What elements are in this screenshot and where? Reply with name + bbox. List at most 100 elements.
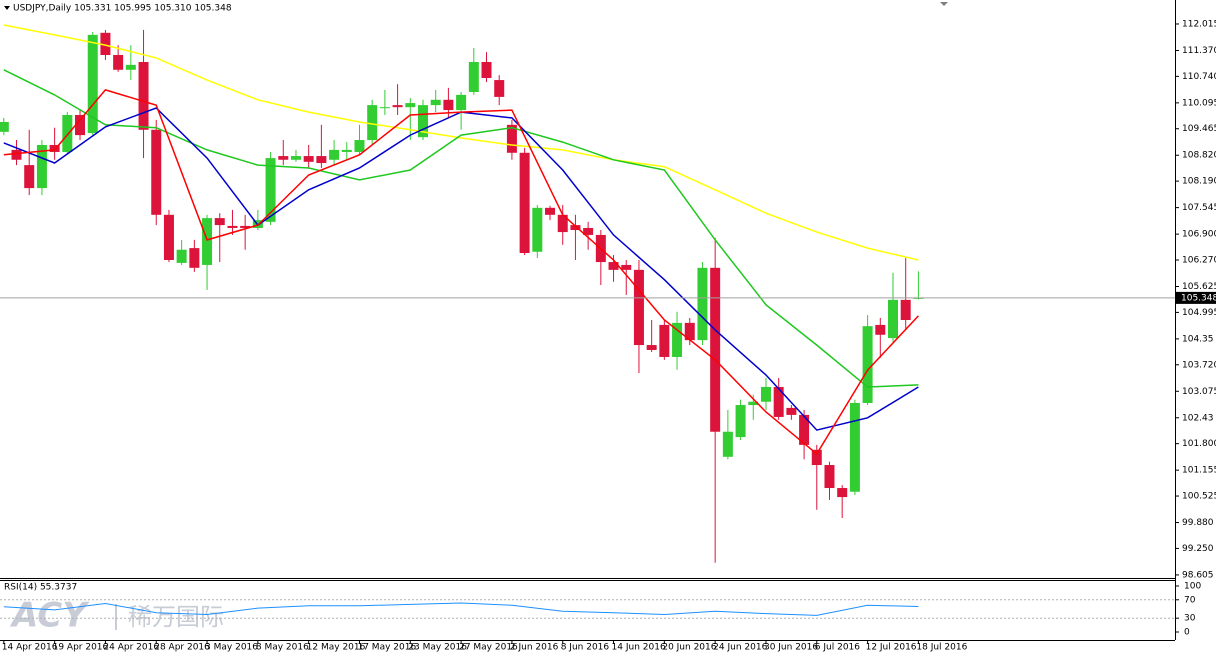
candle-body <box>583 227 594 235</box>
candle-body <box>379 107 390 109</box>
watermark-logo: ACY <box>9 596 90 636</box>
candle-body <box>138 61 149 130</box>
candle-body <box>36 144 47 189</box>
y-tick-label: 110.740 <box>1182 72 1216 82</box>
y-tick-label: 108.190 <box>1182 177 1216 187</box>
x-tick-label: 18 Jul 2016 <box>916 643 967 653</box>
line-series <box>3 602 919 616</box>
x-tick-label: 6 Jul 2016 <box>815 643 860 653</box>
candle-body <box>862 326 873 403</box>
x-tick-label: 24 Jun 2016 <box>713 643 767 653</box>
candle-body <box>303 156 314 162</box>
y-tick-label: 104.35 <box>1182 334 1214 344</box>
candle-body <box>125 64 136 70</box>
candle-body <box>62 114 73 152</box>
candle-body <box>214 218 225 226</box>
candle-body <box>570 225 581 231</box>
current-price-label: 105.348 <box>1181 293 1216 303</box>
indicator-y-tick-label: 100 <box>1184 581 1201 591</box>
y-tick-label: 112.015 <box>1182 19 1216 29</box>
candle-body <box>506 124 517 153</box>
candle-body <box>532 207 543 252</box>
candle-body <box>811 449 822 466</box>
y-tick-label: 102.43 <box>1182 413 1214 423</box>
candle-body <box>748 401 759 406</box>
y-tick-label: 105.625 <box>1182 282 1216 292</box>
candle-body <box>87 34 98 134</box>
candle-body <box>341 149 352 152</box>
candle-body <box>202 218 213 265</box>
x-tick-label: 30 Jun 2016 <box>764 643 818 653</box>
indicator-title: RSI(14) 55.3737 <box>4 583 77 593</box>
y-tick-label: 106.270 <box>1182 256 1216 266</box>
candle-body <box>481 61 492 79</box>
candle-body <box>265 158 276 222</box>
y-tick-label: 110.095 <box>1182 98 1216 108</box>
indicator-y-tick-label: 30 <box>1184 614 1196 624</box>
y-tick-label: 100.525 <box>1182 492 1216 502</box>
symbol-marker <box>4 6 10 10</box>
x-tick-label: 28 Apr 2016 <box>154 643 210 653</box>
y-tick-label: 101.800 <box>1182 439 1216 449</box>
x-tick-label: 24 Apr 2016 <box>103 643 159 653</box>
candle-body <box>608 262 619 270</box>
candle-body <box>24 165 35 189</box>
y-tick-label: 101.155 <box>1182 466 1216 476</box>
candle-body <box>468 61 479 92</box>
candle-body <box>240 225 251 228</box>
x-tick-label: 8 May 2016 <box>256 643 309 653</box>
indicator-y-tick-label: 0 <box>1184 627 1190 637</box>
candle-body <box>11 149 22 160</box>
y-tick-label: 107.545 <box>1182 203 1216 213</box>
candle-body <box>367 105 378 141</box>
x-tick-label: 19 Apr 2016 <box>53 643 109 653</box>
candle-body <box>710 267 721 432</box>
candle-body <box>888 299 898 339</box>
candle-body <box>633 269 644 346</box>
x-tick-label: 23 May 2016 <box>408 643 467 653</box>
candle-body <box>75 114 86 136</box>
candle-body <box>735 405 746 438</box>
candle-body <box>672 322 683 357</box>
candle-body <box>113 54 124 70</box>
candle-body <box>659 324 670 357</box>
candle-body <box>456 94 467 111</box>
candle-body <box>837 488 848 498</box>
y-tick-label: 99.250 <box>1182 544 1214 554</box>
x-tick-label: 27 May 2016 <box>459 643 518 653</box>
candle-body <box>519 152 530 254</box>
candle-body <box>646 345 657 350</box>
current-price-box <box>1176 291 1216 304</box>
x-tick-label: 14 Jun 2016 <box>612 643 666 653</box>
candle-body <box>875 324 886 335</box>
candle-body <box>405 103 416 108</box>
candle-body <box>278 156 289 160</box>
chart-shift-marker[interactable] <box>940 2 948 6</box>
y-tick-label: 104.995 <box>1182 308 1216 318</box>
y-tick-label: 98.605 <box>1182 570 1214 580</box>
candle-body <box>0 121 9 132</box>
candle-body <box>799 414 810 445</box>
candle-body <box>163 214 174 261</box>
x-tick-label: 17 May 2016 <box>357 643 416 653</box>
candle-body <box>697 267 708 341</box>
candle-body <box>227 225 238 228</box>
y-tick-label: 103.720 <box>1182 360 1216 370</box>
candle-body <box>900 299 911 320</box>
x-tick-label: 14 Apr 2016 <box>2 643 58 653</box>
candle-body <box>354 140 365 152</box>
x-tick-label: 2 Jun 2016 <box>510 643 559 653</box>
x-tick-label: 8 Jun 2016 <box>561 643 610 653</box>
candle-body <box>49 144 60 152</box>
candle-body <box>430 99 441 106</box>
candle-body <box>545 207 556 215</box>
indicator-y-tick-label: 70 <box>1184 595 1196 605</box>
line-series <box>3 24 919 261</box>
candle-body <box>418 105 428 138</box>
x-tick-label: 12 May 2016 <box>307 643 366 653</box>
y-tick-label: 111.370 <box>1182 46 1216 56</box>
line-series <box>3 69 919 388</box>
